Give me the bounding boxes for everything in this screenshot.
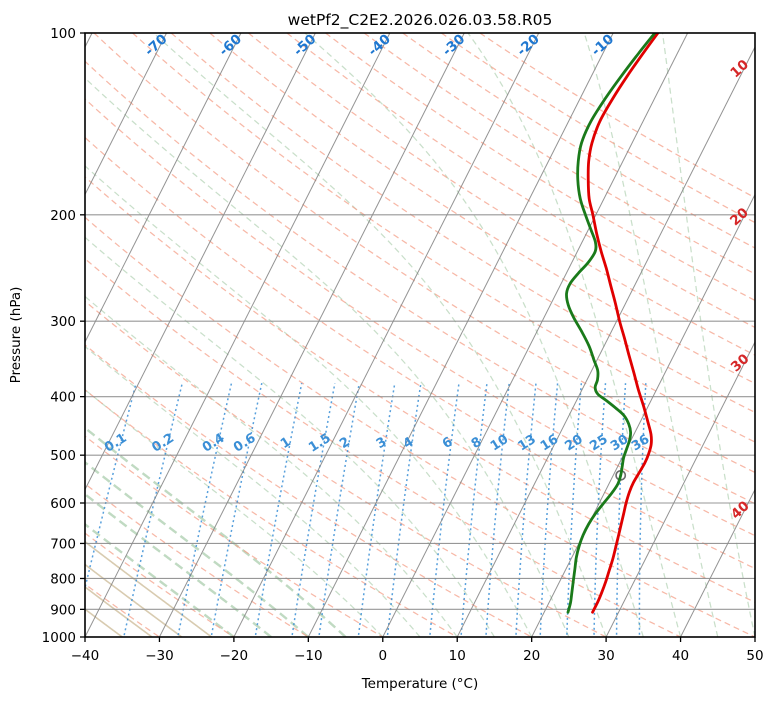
y-tick-label: 700 xyxy=(50,536,76,552)
y-tick-label: 1000 xyxy=(42,630,76,646)
y-tick-label: 400 xyxy=(50,390,76,406)
y-tick-label: 300 xyxy=(50,314,76,330)
x-tick-label: 40 xyxy=(672,648,689,664)
y-tick-label: 100 xyxy=(50,26,76,42)
x-axis-ticks: −40 −30 −20 −10 0 10 20 30 40 50 xyxy=(71,637,764,664)
mixing-ratio-lines xyxy=(85,383,647,637)
x-tick-label: 50 xyxy=(746,648,763,664)
y-axis-ticks: 100 200 300 400 500 600 700 800 900 1000 xyxy=(42,26,85,646)
y-tick-label: 800 xyxy=(50,571,76,587)
dry-adiabat-lines xyxy=(85,33,755,637)
x-tick-label: −10 xyxy=(294,648,323,664)
profile-curves xyxy=(565,33,660,614)
y-tick-label: 500 xyxy=(50,448,76,464)
x-tick-label: 10 xyxy=(449,648,466,664)
moist-adiabat-lines xyxy=(85,33,755,637)
x-tick-label: 0 xyxy=(378,648,387,664)
profile-line-dewpoint xyxy=(565,33,657,614)
page-title: wetPf2_C2E2.2026.026.03.58.R05 xyxy=(288,11,553,30)
x-tick-label: −30 xyxy=(145,648,174,664)
y-tick-label: 200 xyxy=(50,208,76,224)
isotherm-lines xyxy=(85,33,755,637)
y-tick-label: 900 xyxy=(50,602,76,618)
x-tick-label: 20 xyxy=(523,648,540,664)
x-tick-label: −20 xyxy=(220,648,249,664)
plot-border xyxy=(84,32,756,638)
y-axis-label: Pressure (hPa) xyxy=(8,287,24,384)
plot-background xyxy=(85,33,755,637)
y-tick-label: 600 xyxy=(50,496,76,512)
x-tick-label: 30 xyxy=(598,648,615,664)
x-axis-label: Temperature (°C) xyxy=(361,676,479,692)
pressure-gridlines xyxy=(85,33,755,637)
profile-line-temperature xyxy=(586,33,660,614)
x-tick-label: −40 xyxy=(71,648,100,664)
